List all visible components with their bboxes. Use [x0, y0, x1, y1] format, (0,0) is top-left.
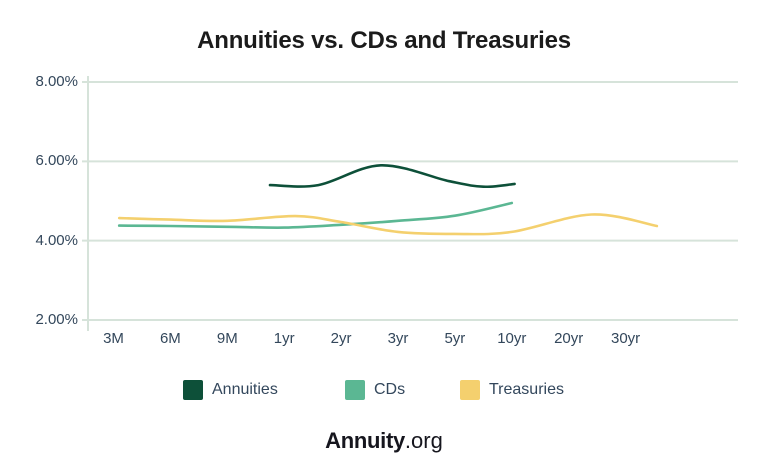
x-axis-label: 1yr — [273, 330, 295, 347]
x-axis-label: 2yr — [330, 330, 352, 347]
cds-swatch-icon — [345, 380, 365, 400]
series-line-annuities — [268, 163, 516, 189]
y-axis-label: 4.00% — [35, 231, 78, 249]
brand-suffix: .org — [404, 428, 443, 453]
x-axis-label: 10yr — [497, 330, 527, 347]
legend-item-annuities: Annuities — [183, 379, 278, 401]
legend-label-treasuries: Treasuries — [489, 381, 564, 398]
brand-footer: Annuity.org — [0, 427, 768, 455]
x-axis-label: 3M — [103, 330, 124, 347]
x-axis-label: 30yr — [611, 330, 641, 347]
brand-name: Annuity — [325, 428, 405, 453]
x-axis-label: 5yr — [444, 330, 466, 347]
treasuries-swatch-icon — [460, 380, 480, 400]
legend: Annuities CDs Treasuries — [0, 379, 768, 401]
series-line-cds — [117, 201, 514, 229]
chart-title: Annuities vs. CDs and Treasuries — [197, 27, 571, 54]
x-axis-label: 20yr — [554, 330, 584, 347]
x-axis-label: 3yr — [387, 330, 409, 347]
y-axis-label: 6.00% — [35, 152, 78, 170]
legend-item-treasuries: Treasuries — [460, 379, 564, 401]
legend-label-cds: CDs — [374, 381, 406, 398]
x-axis-label: 9M — [216, 330, 238, 347]
annuities-swatch-icon — [183, 380, 203, 400]
x-axis-label: 6M — [159, 330, 181, 347]
y-axis-label: 8.00% — [35, 73, 78, 90]
legend-label-annuities: Annuities — [212, 381, 278, 398]
legend-item-cds: CDs — [345, 379, 405, 401]
y-axis-label: 2.00% — [35, 311, 78, 328]
series-line-treasuries — [117, 213, 659, 236]
